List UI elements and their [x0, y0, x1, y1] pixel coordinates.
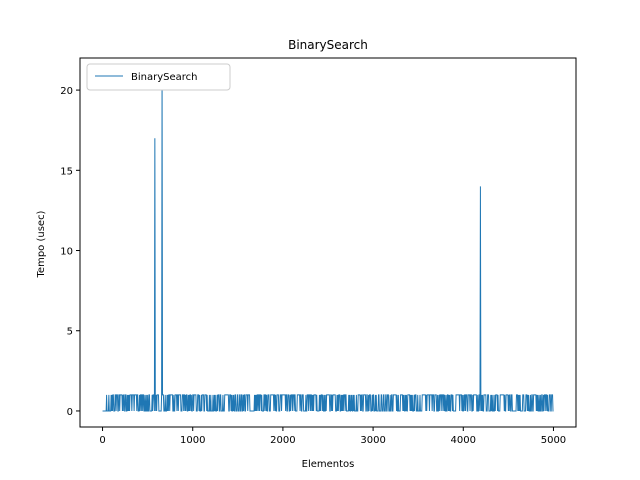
series-binarysearch-line	[102, 74, 554, 412]
x-tick-label: 5000	[541, 435, 566, 446]
x-axis-label: Elementos	[302, 459, 355, 470]
plot-frame	[79, 57, 577, 428]
y-tick-label: 20	[60, 86, 73, 97]
y-tick-label: 10	[60, 247, 73, 258]
x-tick-label: 2000	[270, 435, 295, 446]
x-axis: 0 1000 2000 3000 4000 5000	[99, 427, 566, 446]
plot-area	[79, 57, 577, 428]
legend-box	[86, 63, 231, 91]
x-tick-label: 4000	[451, 435, 476, 446]
x-tick-label: 3000	[360, 435, 385, 446]
legend: BinarySearch	[86, 63, 231, 91]
y-axis-label: Tempo (usec)	[36, 210, 47, 278]
y-tick-label: 5	[67, 327, 73, 338]
y-tick-label: 15	[60, 166, 73, 177]
x-tick-label: 1000	[180, 435, 205, 446]
chart-title: BinarySearch	[288, 38, 368, 52]
legend-series-label: BinarySearch	[131, 72, 198, 83]
y-axis: 0 5 10 15 20	[60, 86, 80, 418]
x-tick-label: 0	[99, 435, 105, 446]
y-tick-label: 0	[67, 407, 73, 418]
